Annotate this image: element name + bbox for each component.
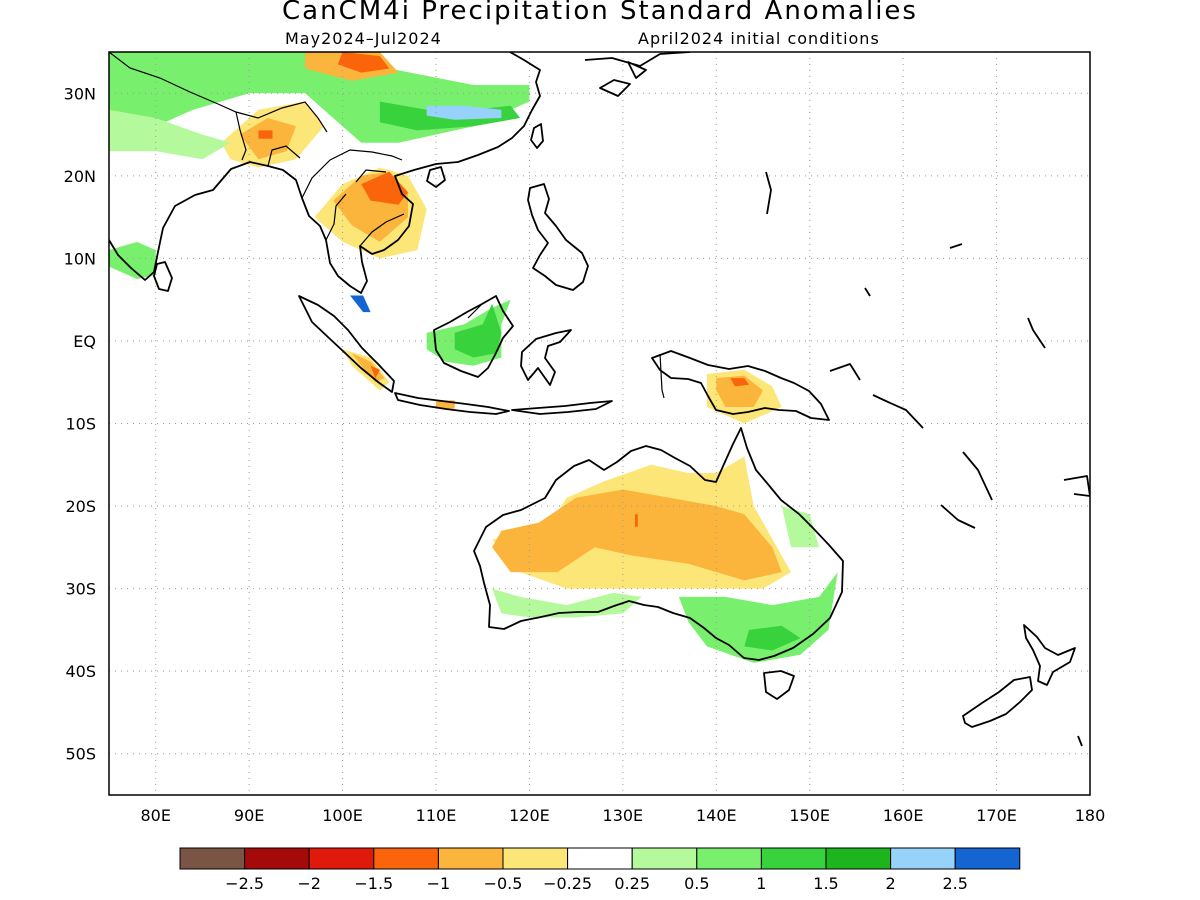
- borneo-coastline: [433, 295, 514, 378]
- anomaly-region: [109, 109, 231, 160]
- anomaly-region: [635, 514, 638, 527]
- java-coastline: [394, 392, 510, 415]
- lesser-sunda-coastline: [511, 400, 613, 415]
- colorbar-label: −1.5: [354, 874, 393, 893]
- map-title: CanCM4i Precipitation Standard Anomalies: [282, 0, 918, 26]
- colorbar-label: 0.5: [684, 874, 709, 893]
- longitude-tick-label: 180: [1075, 806, 1106, 825]
- anomaly-region: [781, 506, 820, 548]
- colorbar-label: 1: [756, 874, 766, 893]
- colorbar-swatch: [308, 847, 375, 870]
- latitude-tick-label: 50S: [65, 745, 96, 764]
- colorbar-label: −2: [297, 874, 321, 893]
- longitude-tick-label: 90E: [234, 806, 264, 825]
- map-frame: [108, 51, 1091, 796]
- colorbar-swatch: [567, 847, 633, 870]
- longitude-tick-label: 170E: [976, 806, 1017, 825]
- pacific-islands-coastline: [765, 171, 1090, 747]
- latitude-tick-label: EQ: [73, 332, 96, 351]
- anomaly-region: [258, 130, 273, 139]
- longitude-tick-label: 120E: [509, 806, 550, 825]
- anomaly-region: [370, 365, 380, 379]
- latitude-tick-label: 30N: [64, 84, 96, 103]
- japan-islands-coastline: [584, 52, 691, 97]
- longitude-tick-label: 110E: [416, 806, 457, 825]
- colorbar-label: 2: [886, 874, 896, 893]
- longitude-tick-label: 160E: [883, 806, 924, 825]
- colorbar-label: −2.5: [225, 874, 264, 893]
- anomaly-region: [454, 303, 502, 358]
- longitude-tick-label: 80E: [140, 806, 170, 825]
- colorbar-swatch: [244, 847, 310, 870]
- philippines-coastline: [527, 183, 589, 291]
- colorbar-swatch: [825, 847, 892, 870]
- latitude-tick-label: 10S: [65, 415, 96, 434]
- colorbar-label: −0.25: [543, 874, 592, 893]
- longitude-tick-label: 150E: [789, 806, 830, 825]
- sri-lanka-coastline: [153, 261, 173, 292]
- colorbar-swatch: [373, 847, 439, 870]
- anomaly-region: [492, 489, 782, 581]
- australia-coastline: [473, 427, 844, 661]
- colorbar-label: 0.25: [614, 874, 650, 893]
- longitude-tick-label: 130E: [603, 806, 644, 825]
- sumatra-coastline: [298, 295, 395, 393]
- coastlines: [109, 52, 1090, 747]
- longitude-labels: 80E 90E 100E 110E 120E 130E 140E 150E 160E 170E 18…: [140, 806, 1105, 825]
- latitude-tick-label: 40S: [65, 662, 96, 681]
- tasmania-coastline: [763, 670, 795, 700]
- anomaly-region: [350, 295, 371, 313]
- latitude-tick-label: 30S: [65, 580, 96, 599]
- colorbar-swatch: [437, 847, 504, 870]
- latitude-tick-label: 20S: [65, 497, 96, 516]
- colorbar-label: −1: [427, 874, 451, 893]
- colorbar-swatch: [890, 847, 956, 870]
- colorbar-swatch: [631, 847, 698, 870]
- new-guinea-coastline: [651, 350, 830, 421]
- colorbar-label: 1.5: [813, 874, 838, 893]
- colorbar-swatch: [954, 847, 1021, 870]
- taiwan-coastline: [530, 123, 544, 149]
- anomaly-region: [744, 625, 801, 651]
- sulawesi-coastline: [520, 329, 572, 386]
- new-zealand-south-coastline: [962, 676, 1033, 728]
- colorbar-swatch: [760, 847, 827, 870]
- colorbar: −2.5 −2 −1.5 −1 −0.5 −0.25 0.25 0.5 1 1.5 2 2.5: [179, 847, 1021, 893]
- latitude-tick-label: 20N: [64, 167, 96, 186]
- country-borders: [109, 52, 665, 399]
- hainan-coastline: [426, 166, 446, 188]
- anomaly-region: [337, 52, 390, 73]
- anomaly-region: [730, 378, 749, 387]
- longitude-tick-label: 100E: [322, 806, 363, 825]
- anomaly-shading: [109, 52, 838, 663]
- new-zealand-north-coastline: [1023, 624, 1076, 686]
- anomaly-region: [426, 105, 502, 120]
- colorbar-swatch: [179, 847, 246, 870]
- latitude-tick-label: 10N: [64, 249, 96, 268]
- colorbar-label: −0.5: [484, 874, 523, 893]
- colorbar-swatch: [502, 847, 569, 870]
- colorbar-swatch: [696, 847, 762, 870]
- anomaly-region: [716, 375, 763, 407]
- longitude-tick-label: 140E: [696, 806, 737, 825]
- anomaly-region: [109, 241, 156, 279]
- latitude-labels: 30N 20N 10N EQ 10S 20S 30S 40S 50S: [64, 84, 96, 763]
- asia-mainland-coastline: [109, 52, 541, 294]
- colorbar-label: 2.5: [942, 874, 967, 893]
- initial-conditions: April2024 initial conditions: [638, 29, 880, 48]
- forecast-period: May2024–Jul2024: [285, 29, 442, 48]
